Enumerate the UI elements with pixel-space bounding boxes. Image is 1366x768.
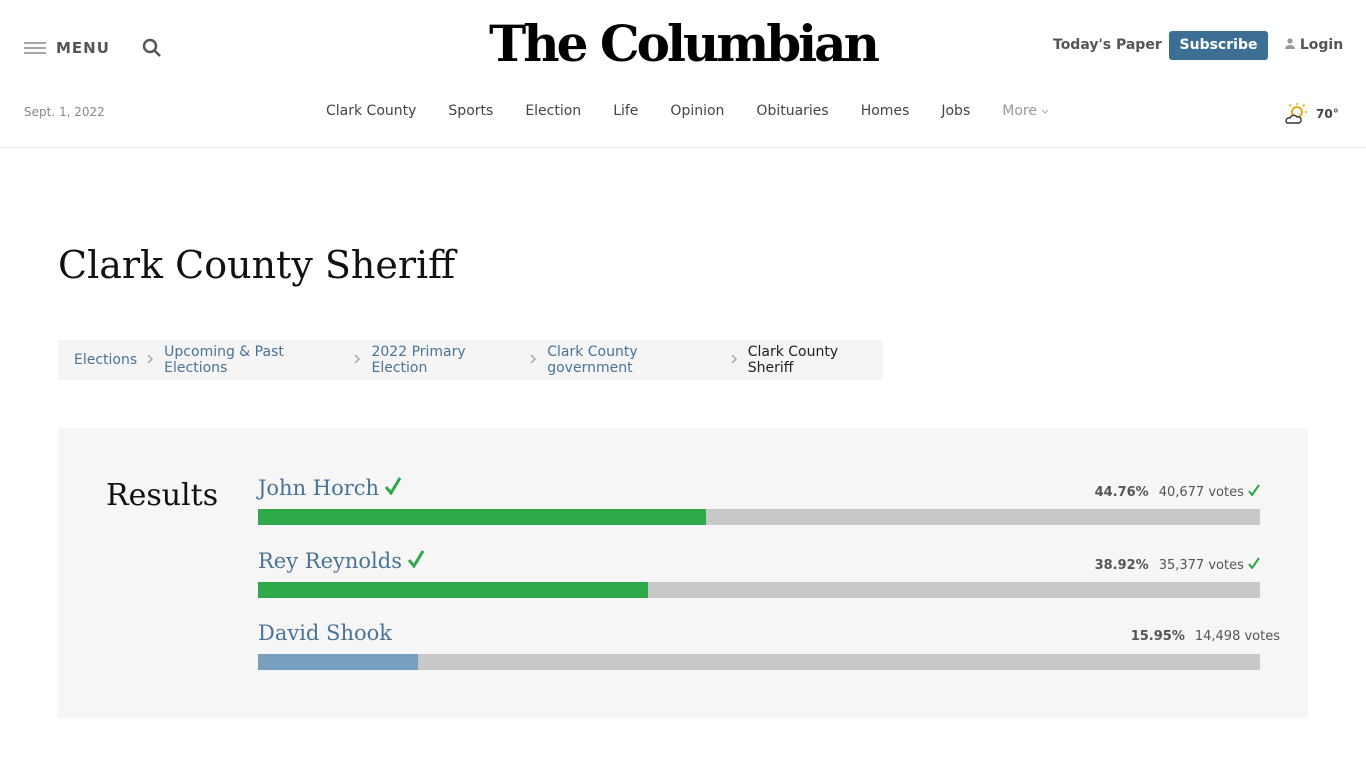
winner-check: [407, 549, 425, 569]
candidate-name-row: David Shook: [258, 621, 392, 645]
nav-link[interactable]: Life: [613, 103, 639, 119]
bar-track: [258, 654, 1260, 670]
page-title: Clark County Sheriff: [58, 243, 456, 287]
nav-link[interactable]: Opinion: [670, 103, 725, 119]
winner-check: [385, 477, 402, 496]
percent: 15.95%: [1130, 629, 1185, 644]
votes: 14,498 votes: [1194, 629, 1280, 644]
date: Sept. 1, 2022: [24, 105, 105, 119]
bar: [258, 654, 418, 670]
breadcrumbs: Elections Upcoming & Past Elections 2022 P…: [58, 340, 883, 380]
breadcrumb-link[interactable]: Elections: [74, 352, 138, 368]
menu-button[interactable]: MENU: [24, 38, 162, 58]
candidate-name[interactable]: John Horch: [258, 476, 380, 500]
nav-link[interactable]: Obituaries: [756, 103, 829, 119]
login-link[interactable]: Login: [1285, 37, 1343, 53]
candidate-name[interactable]: David Shook: [258, 621, 392, 645]
nav-link[interactable]: Homes: [860, 103, 910, 119]
results-heading: Results: [106, 478, 219, 513]
candidate-name-row: John Horch: [258, 476, 402, 500]
candidate-stats: 44.76% 40,677 votes: [660, 484, 1260, 500]
percent: 38.92%: [1094, 557, 1149, 573]
bar: [258, 581, 648, 598]
winner-check: [1248, 556, 1260, 570]
results-panel: Results John Horch 44.76% 40,677 votes Re…: [58, 428, 1308, 718]
votes: 40,677 votes: [1158, 485, 1244, 500]
bar-track: [258, 509, 1260, 525]
chevron-icon: [1042, 109, 1049, 114]
menu-label: MENU: [56, 39, 110, 57]
login-label: Login: [1299, 37, 1344, 53]
nav-link[interactable]: Sports: [448, 103, 494, 119]
weather[interactable]: 70°: [1284, 103, 1339, 125]
breadcrumb-separator: [530, 352, 537, 368]
percent: 44.76%: [1094, 485, 1149, 500]
subscribe-button[interactable]: Subscribe: [1169, 31, 1268, 60]
temperature: 70°: [1316, 107, 1339, 121]
divider: [0, 147, 1366, 148]
logo[interactable]: The Columbian: [489, 14, 880, 73]
candidate-stats: 38.92% 35,377 votes: [660, 556, 1260, 573]
breadcrumb-link[interactable]: Clark County government: [547, 344, 638, 376]
votes: 35,377 votes: [1158, 557, 1244, 573]
candidate-stats: 15.95% 14,498 votes: [680, 629, 1280, 644]
user-icon: [1285, 38, 1295, 49]
candidate-name-row: Rey Reynolds: [258, 549, 425, 573]
nav-link[interactable]: Election: [525, 103, 582, 119]
nav: Clark County Sports Election Life Opinion Obi…: [326, 103, 1049, 119]
nav-link[interactable]: More: [1002, 103, 1049, 119]
nav-link[interactable]: Jobs: [941, 103, 971, 119]
bar-track: [258, 581, 1260, 598]
breadcrumb-link[interactable]: Upcoming & Past Elections: [164, 344, 284, 376]
breadcrumb-separator: [354, 352, 361, 368]
bar: [258, 509, 707, 525]
weather-icon: [1285, 103, 1307, 124]
breadcrumb-separator: [731, 352, 738, 368]
todays-paper-link[interactable]: Today's Paper: [1053, 37, 1162, 53]
hamburger-icon: [24, 42, 46, 54]
breadcrumb-link[interactable]: 2022 Primary Election: [371, 344, 466, 376]
breadcrumb-separator: [147, 352, 154, 368]
winner-check: [1248, 484, 1260, 497]
candidate-name[interactable]: Rey Reynolds: [258, 548, 402, 573]
breadcrumb-current: Clark County Sheriff: [747, 344, 839, 376]
nav-link[interactable]: Clark County: [326, 103, 417, 119]
search-icon[interactable]: [142, 38, 162, 58]
